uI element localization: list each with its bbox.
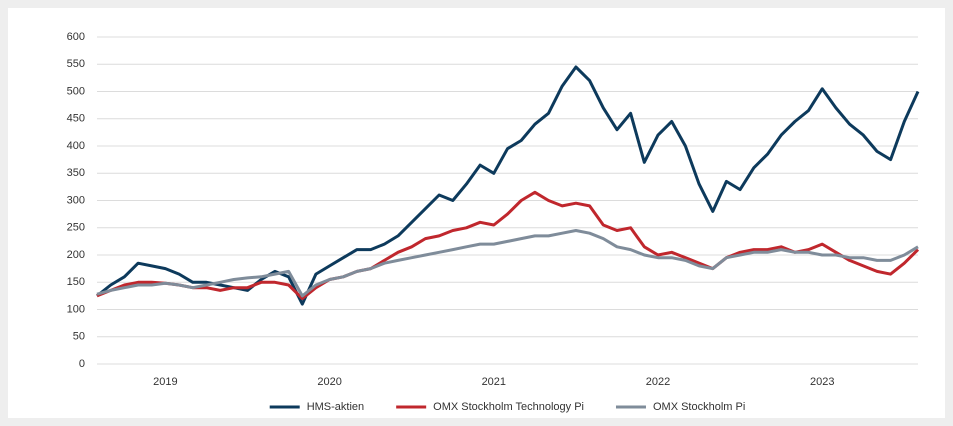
legend-label: HMS-aktien [307,401,364,413]
y-tick-label: 600 [67,31,85,43]
x-tick-label: 2021 [482,376,506,388]
chart-panel [8,8,945,418]
legend-label: OMX Stockholm Pi [653,401,745,413]
y-tick-label: 300 [67,194,85,206]
y-tick-label: 0 [79,358,85,370]
series-line [96,190,920,301]
legend-label: OMX Stockholm Technology Pi [433,401,584,413]
y-tick-label: 50 [73,331,85,343]
y-tick-label: 150 [67,276,85,288]
y-tick-label: 100 [67,303,85,315]
y-tick-label: 200 [67,249,85,261]
series-line [96,229,919,298]
y-tick-label: 400 [67,140,85,152]
x-tick-label: 2022 [646,376,670,388]
y-tick-label: 250 [67,222,85,234]
y-tick-label: 450 [67,113,85,125]
x-tick-label: 2023 [810,376,834,388]
y-tick-label: 550 [67,58,85,70]
x-tick-label: 2020 [317,376,341,388]
x-tick-label: 2019 [153,376,177,388]
y-tick-label: 500 [67,85,85,97]
y-tick-label: 350 [67,167,85,179]
